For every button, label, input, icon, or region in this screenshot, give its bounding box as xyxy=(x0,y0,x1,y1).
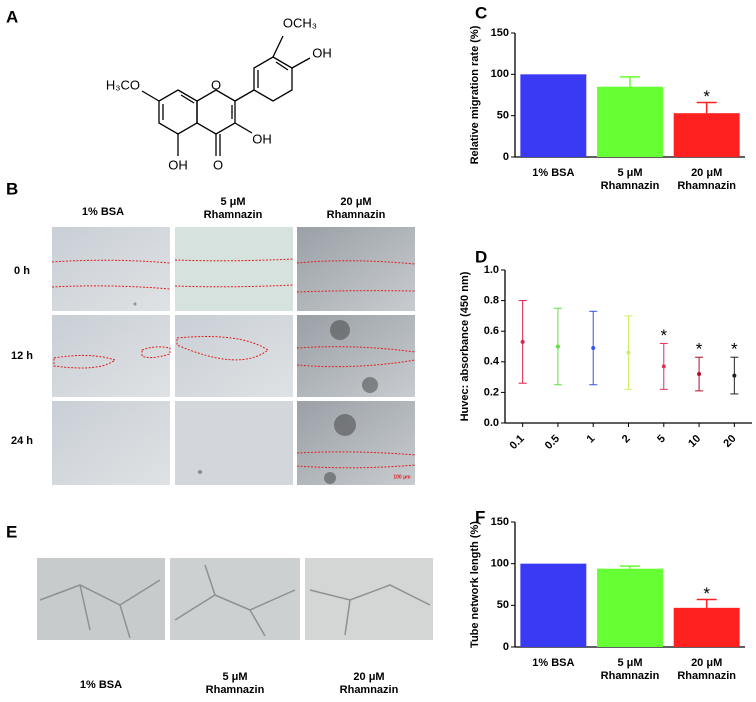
x-tick-label: 5 μM Rhamnazin xyxy=(600,657,660,682)
bar xyxy=(597,86,663,157)
x-tick-label: 1 xyxy=(585,433,598,446)
bar xyxy=(673,113,740,157)
x-tick-label: 2 xyxy=(620,433,633,446)
y-tick-label: 0 xyxy=(503,641,509,653)
column-header: 20 μM Rhamnazin xyxy=(339,671,399,696)
structure-label: O xyxy=(213,157,223,172)
significance-mark: * xyxy=(703,584,710,603)
y-axis-title: Huvec: absorbance (450 nm) xyxy=(459,271,471,421)
data-point xyxy=(661,364,666,369)
panel-letter: C xyxy=(475,3,487,22)
y-tick-label: 0.8 xyxy=(484,295,499,307)
y-tick-label: 0.0 xyxy=(484,417,499,429)
bar xyxy=(520,563,587,647)
row-label: 24 h xyxy=(11,435,33,447)
column-header: 20 μM Rhamnazin xyxy=(326,196,386,221)
column-header: 1% BSA xyxy=(81,206,125,218)
x-tick-label: 20 xyxy=(721,433,738,450)
structure-label: OH xyxy=(312,45,332,60)
tube-images xyxy=(37,558,433,640)
y-tick-label: 150 xyxy=(491,516,509,528)
y-tick-label: 0.6 xyxy=(484,325,499,337)
x-tick-label: 5 xyxy=(655,433,668,446)
x-tick-label: 0.5 xyxy=(543,433,562,452)
y-tick-label: 50 xyxy=(497,599,509,611)
column-header: 1% BSA xyxy=(79,679,123,691)
y-tick-label: 0.4 xyxy=(484,356,500,368)
data-point xyxy=(626,350,631,355)
structure-label: OH xyxy=(168,157,188,172)
significance-mark: * xyxy=(703,87,710,106)
y-tick-label: 0.2 xyxy=(484,386,499,398)
structure-label: OCH₃ xyxy=(283,15,317,30)
panel-letter: F xyxy=(475,507,485,526)
y-axis-title: Relative migration rate (%) xyxy=(469,25,481,164)
x-tick-label: 5 μM Rhamnazin xyxy=(600,167,660,192)
structure xyxy=(141,35,311,156)
bar xyxy=(520,74,587,157)
significance-mark: * xyxy=(696,340,703,359)
x-tick-label: 10 xyxy=(686,433,703,450)
significance-mark: * xyxy=(731,340,738,359)
y-tick-label: 100 xyxy=(491,68,509,80)
panel-letter: D xyxy=(475,247,487,266)
x-tick-label: 1% BSA xyxy=(532,167,575,179)
data-point xyxy=(555,344,560,349)
structure-label: OH xyxy=(252,131,272,146)
micrograph-grid xyxy=(51,227,416,485)
scale-bar-label: 100 μm xyxy=(393,474,411,480)
y-tick-label: 1.0 xyxy=(484,264,499,276)
x-tick-label: 1% BSA xyxy=(532,657,575,669)
x-tick-label: 0.1 xyxy=(508,433,527,452)
significance-mark: * xyxy=(660,326,667,345)
bar xyxy=(597,568,663,647)
y-tick-label: 50 xyxy=(497,110,509,122)
y-axis-title: Tube network length (%) xyxy=(469,521,481,648)
panel-letter: B xyxy=(6,179,18,198)
x-tick-label: 20 μM Rhamnazin xyxy=(677,167,736,192)
x-tick-label: 20 μM Rhamnazin xyxy=(677,657,736,682)
data-point xyxy=(520,339,525,344)
y-tick-label: 100 xyxy=(491,558,509,570)
row-label: 0 h xyxy=(14,265,30,277)
panel-letter: A xyxy=(6,7,18,26)
bar xyxy=(673,607,740,647)
data-point xyxy=(591,346,596,351)
y-tick-label: 150 xyxy=(491,27,509,39)
structure-label: H₃CO xyxy=(106,77,140,92)
data-point xyxy=(697,372,702,377)
y-tick-label: 0 xyxy=(503,151,509,163)
structure-label: O xyxy=(211,77,221,92)
column-header: 5 μM Rhamnazin xyxy=(205,671,265,696)
row-label: 12 h xyxy=(11,350,33,362)
column-header: 5 μM Rhamnazin xyxy=(203,196,263,221)
panel-letter: E xyxy=(6,522,17,541)
data-point xyxy=(732,373,737,378)
